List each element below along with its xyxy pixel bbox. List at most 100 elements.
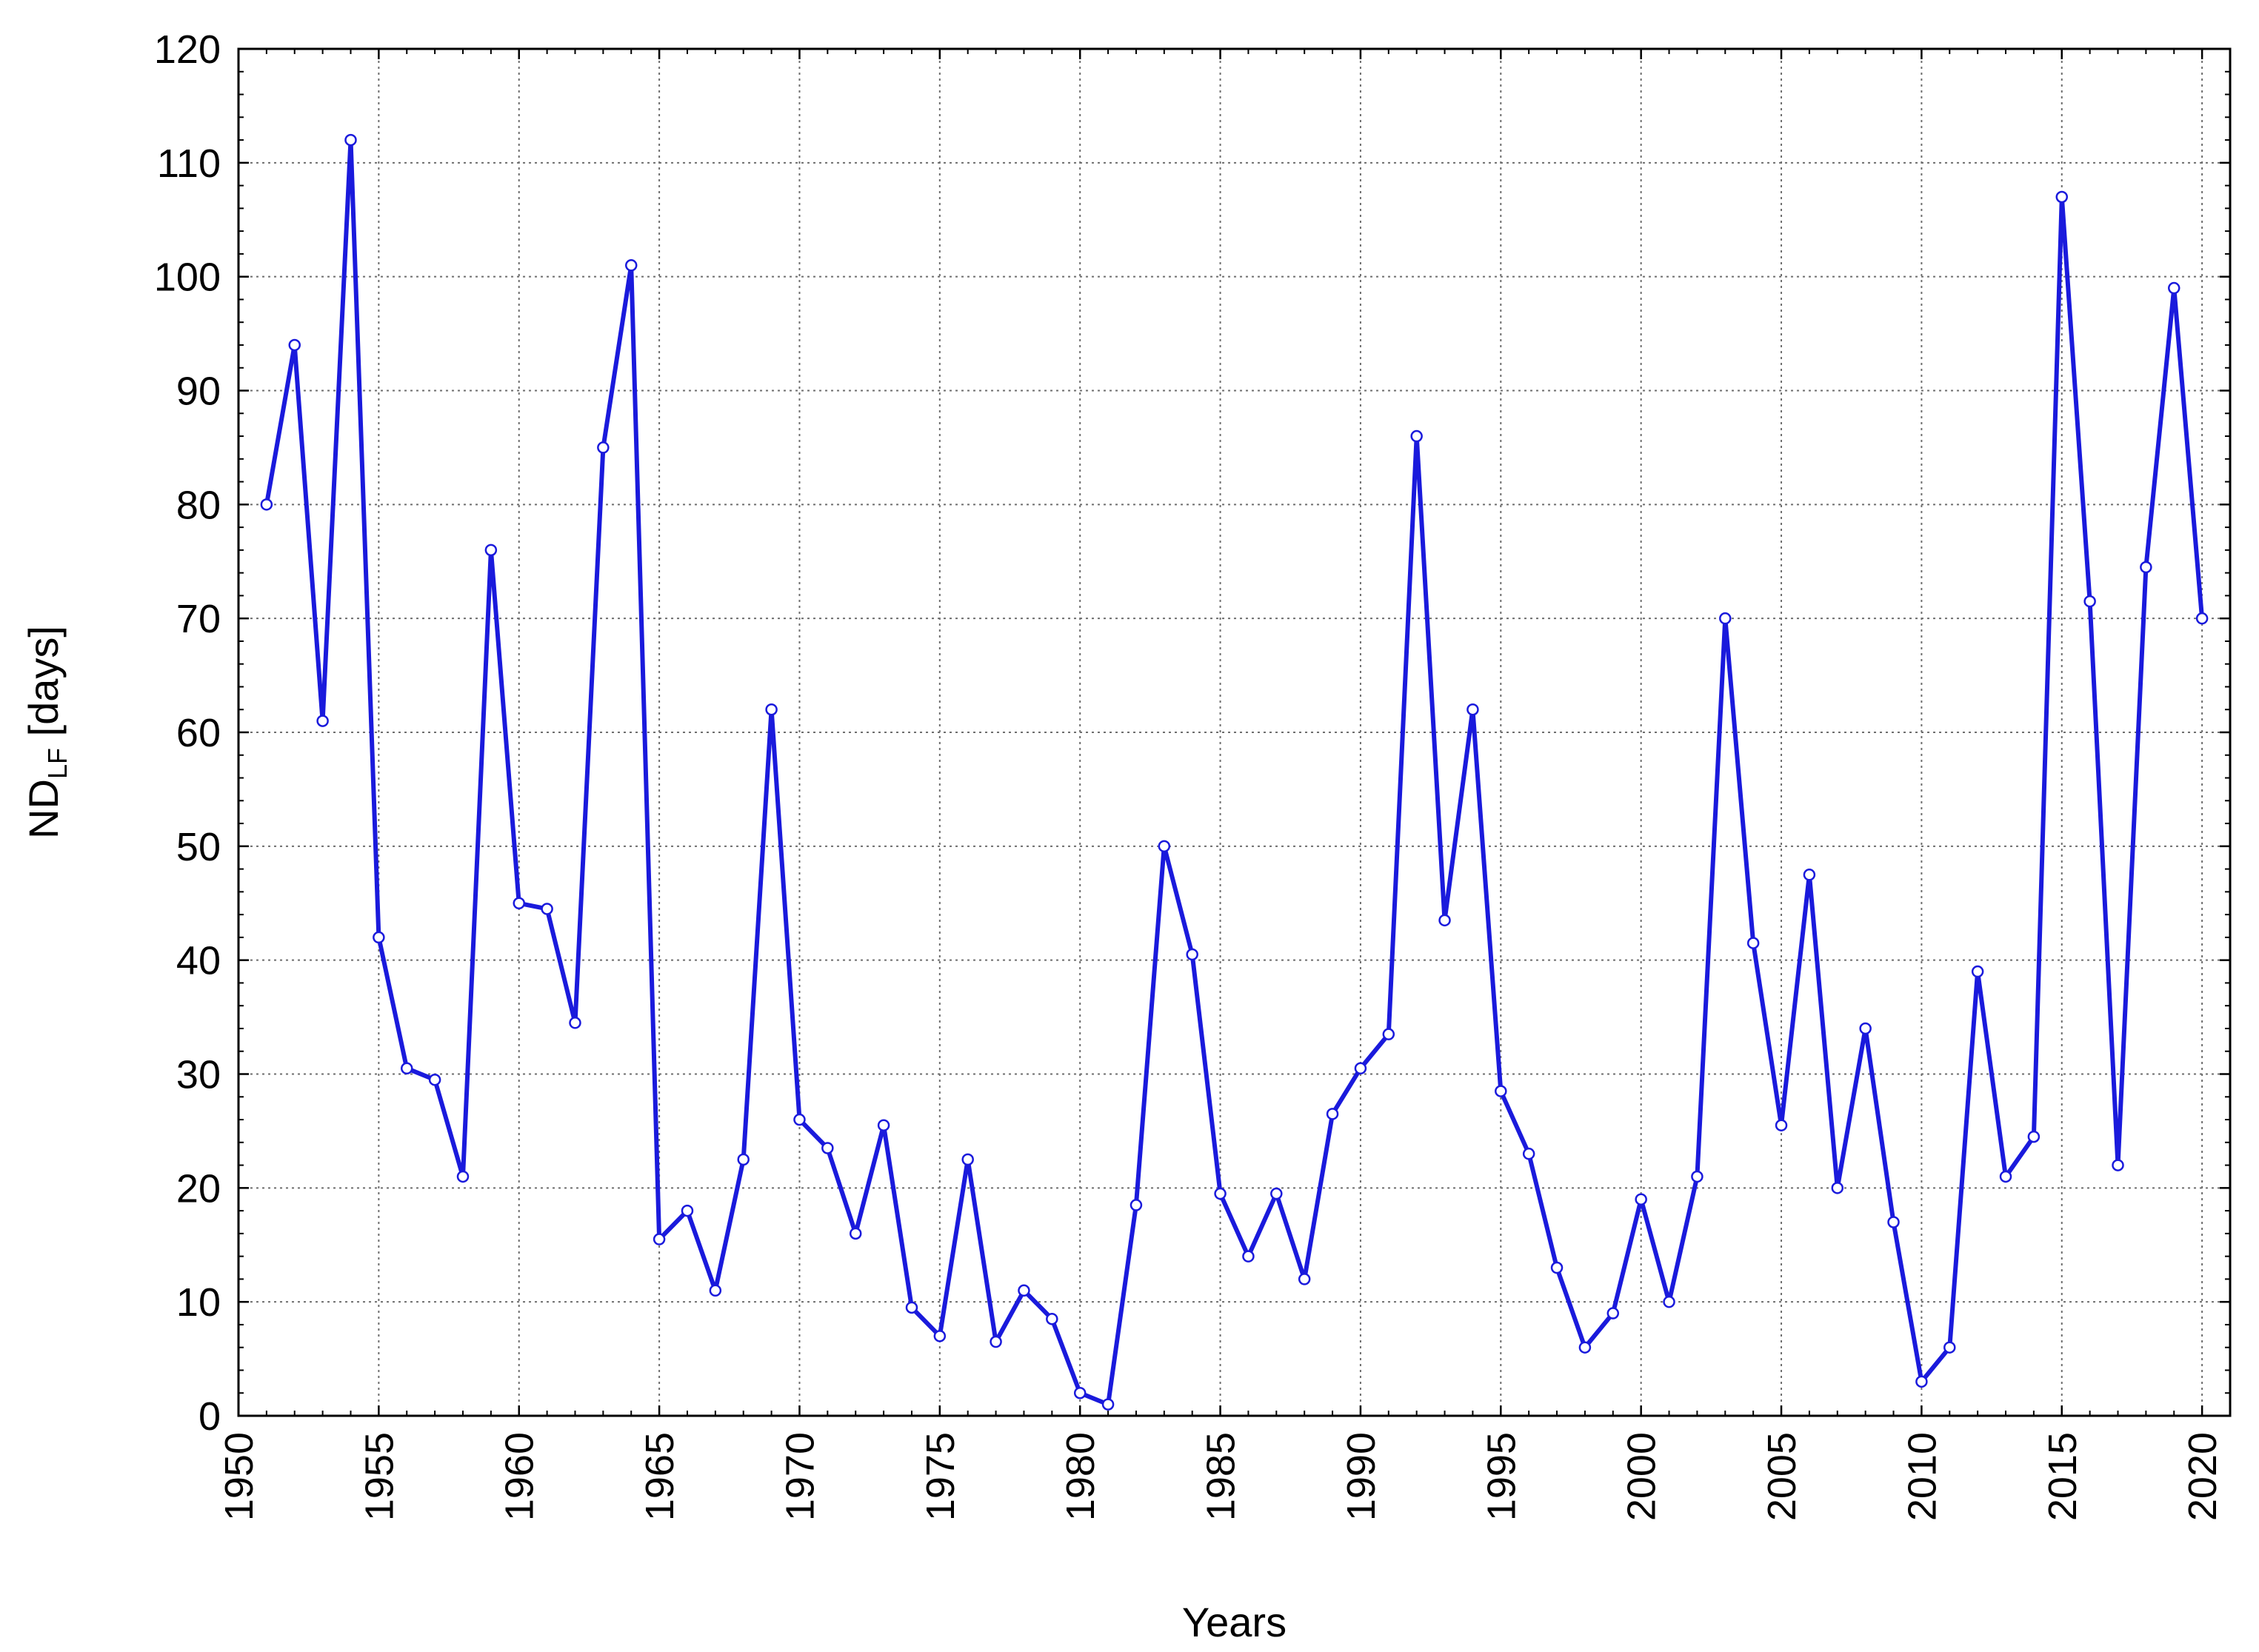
x-tick-label: 2010 (1900, 1432, 1944, 1521)
x-tick-label: 1960 (498, 1432, 542, 1521)
data-point (1606, 1307, 1620, 1320)
data-point (905, 1301, 918, 1314)
x-tick-label: 1955 (357, 1432, 401, 1521)
data-point (2112, 1159, 2124, 1171)
x-tick-label: 1975 (918, 1432, 963, 1521)
x-tick-label: 2020 (2180, 1432, 2225, 1521)
data-point (653, 1233, 666, 1245)
data-point (1354, 1062, 1367, 1075)
data-point (1887, 1216, 1900, 1228)
data-point (1018, 1284, 1030, 1297)
data-point (737, 1153, 750, 1166)
data-point (400, 1062, 413, 1075)
data-point (1522, 1147, 1535, 1160)
data-point (541, 903, 553, 915)
data-point (2083, 595, 2096, 608)
data-point (1943, 1341, 1956, 1354)
data-point (1578, 1341, 1592, 1354)
data-point (1775, 1119, 1788, 1131)
y-tick-label: 10 (176, 1280, 221, 1325)
marker-layer (260, 133, 2209, 1411)
data-point (456, 1170, 470, 1183)
y-axis-title-main: ND (20, 779, 67, 839)
x-tick-label: 1970 (778, 1432, 822, 1521)
data-point (1466, 703, 1479, 716)
data-point (288, 338, 301, 352)
x-tick-label: 1980 (1058, 1432, 1103, 1521)
data-point (1438, 914, 1451, 927)
series-layer (264, 138, 2205, 1407)
data-point (2195, 612, 2209, 625)
data-point (1915, 1375, 1928, 1388)
y-tick-label: 40 (176, 939, 221, 983)
major-ticks (237, 47, 2230, 1417)
data-point (260, 498, 273, 511)
y-tick-label: 70 (176, 597, 221, 641)
data-point (1214, 1187, 1227, 1200)
y-tick-label: 20 (176, 1166, 221, 1211)
y-axis-title-unit: [days] (20, 626, 67, 748)
data-point (877, 1119, 890, 1131)
y-tick-label: 30 (176, 1053, 221, 1097)
data-point (1495, 1085, 1507, 1097)
data-point (1663, 1295, 1675, 1308)
data-point (1186, 948, 1198, 961)
y-tick-label: 100 (154, 255, 221, 300)
data-point (1382, 1028, 1395, 1040)
data-point (484, 544, 498, 557)
data-point (1242, 1250, 1255, 1263)
data-point (990, 1335, 1002, 1348)
data-point (2140, 561, 2152, 574)
plot-area-frame (237, 47, 2232, 1417)
data-point (849, 1227, 862, 1240)
data-point (624, 259, 638, 272)
y-tick-label: 80 (176, 483, 221, 527)
data-point (1999, 1170, 2012, 1183)
data-point (2055, 190, 2069, 204)
y-tick-label: 0 (198, 1394, 221, 1439)
data-point (344, 133, 357, 147)
data-point (1270, 1187, 1283, 1200)
data-point (1746, 937, 1760, 949)
data-point (1046, 1312, 1058, 1325)
data-point (821, 1142, 834, 1154)
data-point (681, 1204, 694, 1217)
y-tick-labels: 0 10 20 30 40 50 60 70 80 90 100 110 120 (154, 27, 221, 1439)
data-point (1971, 965, 1984, 978)
x-tick-label: 1990 (1339, 1432, 1384, 1521)
data-point (1073, 1386, 1087, 1399)
data-point (1298, 1273, 1311, 1285)
x-axis-title: Years (1182, 1599, 1287, 1645)
data-point (1831, 1182, 1844, 1194)
data-point (2027, 1130, 2041, 1143)
data-point (373, 931, 385, 944)
data-point (1859, 1022, 1872, 1035)
data-point (709, 1284, 722, 1297)
data-point (1410, 429, 1423, 443)
data-point (933, 1330, 947, 1342)
series-line (264, 138, 2205, 1407)
data-point (961, 1153, 974, 1166)
data-point (513, 897, 525, 909)
y-axis-title: NDLF [days] (20, 626, 73, 839)
data-point (569, 1017, 581, 1029)
y-axis-title-subscript: LF (42, 748, 73, 779)
x-tick-label: 1950 (217, 1432, 261, 1521)
data-point (1550, 1261, 1564, 1274)
data-point (1101, 1398, 1115, 1411)
y-tick-label: 60 (176, 711, 221, 755)
y-tick-label: 50 (176, 825, 221, 869)
y-tick-label: 90 (176, 369, 221, 414)
y-tick-label: 120 (154, 27, 221, 72)
data-point (1719, 612, 1732, 625)
x-tick-label: 1965 (638, 1432, 682, 1521)
data-point (428, 1073, 441, 1086)
data-point (1326, 1108, 1339, 1120)
data-point (1803, 869, 1816, 881)
x-tick-label: 1995 (1479, 1432, 1524, 1521)
data-point (597, 441, 610, 454)
x-tick-label: 2000 (1620, 1432, 1664, 1521)
y-tick-label: 110 (157, 141, 221, 186)
